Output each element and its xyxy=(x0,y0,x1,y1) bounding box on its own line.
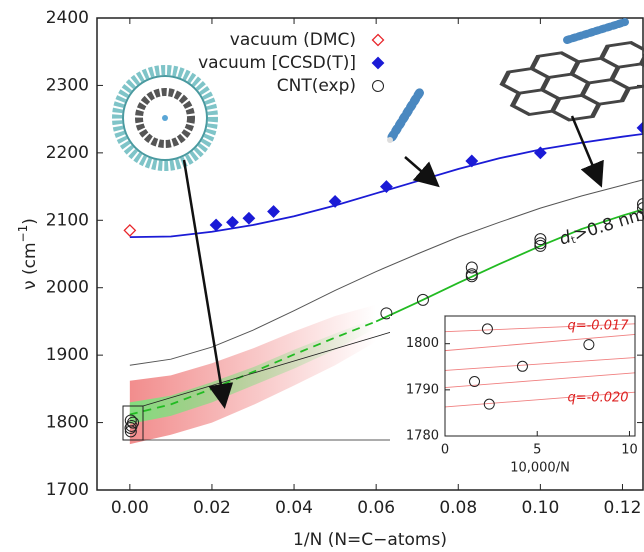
legend-label: vacuum (DMC) xyxy=(230,30,356,50)
arrow xyxy=(404,156,440,188)
fit-curve xyxy=(129,133,643,239)
point xyxy=(637,202,643,215)
h-atom xyxy=(387,137,393,143)
inset-point xyxy=(469,376,481,388)
inset-point xyxy=(516,360,528,372)
x-tick-label: 0.12 xyxy=(604,498,642,518)
plot-frame xyxy=(96,17,644,491)
chain-dot xyxy=(162,115,168,121)
point xyxy=(380,180,393,193)
legend-marker xyxy=(372,80,384,92)
nanotube-image xyxy=(112,65,218,171)
point xyxy=(465,261,478,274)
fit-curve xyxy=(375,208,643,323)
band xyxy=(129,318,377,424)
inset-fit-line xyxy=(444,357,636,371)
inset-fit-line xyxy=(444,334,636,352)
point xyxy=(533,146,547,160)
x-tick-label: 0.10 xyxy=(521,498,559,518)
point xyxy=(124,425,137,438)
inset: 1780 1790 1800 0 5 10 10,000/N q=-0.017 q=-0.020 xyxy=(390,315,638,476)
y-tick-label: 1900 xyxy=(46,345,89,365)
point xyxy=(534,239,547,252)
inset-y-tick-label: 1790 xyxy=(406,382,439,397)
carbyne-image xyxy=(387,87,425,143)
fit-label-tail: >0.8 nm xyxy=(571,204,644,245)
y-tick-label: 2200 xyxy=(46,143,89,163)
legend-label: vacuum [CCSD(T)] xyxy=(198,53,356,73)
graphene-image xyxy=(499,41,644,122)
point xyxy=(242,211,256,225)
x-tick-label: 0.06 xyxy=(357,498,395,518)
inset-y-tick-label: 1800 xyxy=(406,336,439,351)
point xyxy=(209,218,223,232)
y-label-close: ) xyxy=(20,218,40,225)
fit-label: dt>0.8 nm xyxy=(557,204,644,249)
legend: vacuum (DMC) vacuum [CCSD(T)] CNT(exp) xyxy=(198,30,385,96)
inset-point xyxy=(583,339,595,351)
legend-label: CNT(exp) xyxy=(277,76,356,96)
inset-fit-line xyxy=(444,391,636,408)
point xyxy=(226,215,239,229)
y-tick-label: 1800 xyxy=(46,413,89,433)
point xyxy=(534,233,547,246)
legend-marker xyxy=(371,33,385,47)
point xyxy=(380,307,393,320)
point xyxy=(636,121,643,135)
x-tick-label: 0.02 xyxy=(193,498,231,518)
point xyxy=(534,237,547,250)
outer-tube-edge xyxy=(122,75,208,161)
inset-frame xyxy=(444,315,636,437)
y-tick-label: 2400 xyxy=(46,8,89,28)
x-tick-label: 0.04 xyxy=(275,498,313,518)
y-tick-label: 2300 xyxy=(46,75,89,95)
inner-tube xyxy=(135,88,195,148)
point xyxy=(267,205,280,218)
point xyxy=(637,198,643,211)
y-axis-label: ν (cm−1) xyxy=(16,218,41,290)
inset-x-label: 10,000/N xyxy=(510,461,570,476)
x-tick-label: 0.08 xyxy=(439,498,477,518)
legend-marker xyxy=(371,56,385,70)
graphene-sheet xyxy=(499,41,644,122)
plot-area xyxy=(123,121,643,445)
fit-label-sub: t xyxy=(570,235,577,247)
inset-point xyxy=(483,398,495,410)
inset-x-tick-label: 0 xyxy=(441,443,449,458)
y-tick-label: 1700 xyxy=(46,480,89,500)
inset-fit-line xyxy=(444,372,636,388)
point xyxy=(465,154,479,168)
inset-y-tick-label: 1780 xyxy=(406,429,439,444)
y-label-sup: −1 xyxy=(16,225,30,243)
inset-fit-line xyxy=(444,323,636,333)
zoom-box xyxy=(122,405,144,441)
arrow xyxy=(182,159,234,409)
x-tick-label: 0.00 xyxy=(111,498,149,518)
chain xyxy=(387,87,425,142)
fit-curve xyxy=(129,179,643,366)
fit-curve xyxy=(129,320,377,416)
point xyxy=(123,223,137,237)
inset-x-tick-label: 5 xyxy=(533,443,541,458)
inset-point xyxy=(481,323,493,335)
inset-annotation: q=-0.020 xyxy=(567,391,628,406)
point xyxy=(124,421,137,434)
point xyxy=(465,270,478,283)
inset-x-tick-label: 10 xyxy=(621,443,638,458)
x-axis-label: 1/N (N=C−atoms) xyxy=(293,530,447,550)
outer-tube xyxy=(112,65,218,171)
chain-small xyxy=(563,18,629,44)
y-label-text: ν (cm xyxy=(20,242,40,289)
arrow xyxy=(570,115,604,188)
y-tick-label: 2100 xyxy=(46,210,89,230)
y-tick-label: 2000 xyxy=(46,278,89,298)
inset-background xyxy=(390,316,635,476)
point xyxy=(416,293,429,306)
point xyxy=(328,194,342,208)
inset-annotation: q=-0.017 xyxy=(567,319,629,334)
point xyxy=(125,419,138,432)
